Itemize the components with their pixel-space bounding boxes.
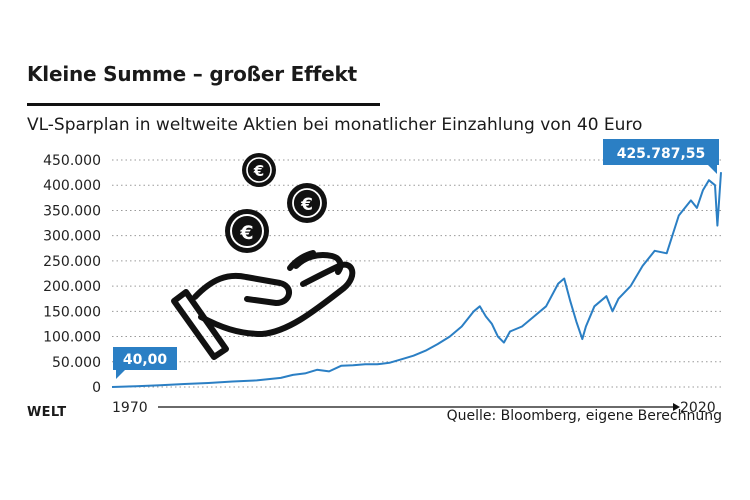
coin-symbol: € bbox=[300, 195, 313, 215]
y-tick-label: 50.000 bbox=[52, 355, 101, 371]
euro-coin-icon: € bbox=[242, 153, 276, 187]
start-value-text: 40,00 bbox=[123, 352, 168, 368]
title-underline bbox=[27, 103, 380, 106]
y-tick-label: 450.000 bbox=[43, 153, 101, 169]
end-value-label: 425.787,55 bbox=[603, 139, 719, 174]
y-tick-label: 300.000 bbox=[43, 229, 101, 245]
y-axis-tick-labels: 0 50.000 100.000 150.000 200.000 250.000 300.0… bbox=[43, 153, 101, 396]
chart-subtitle: VL-Sparplan in weltweite Aktien bei mona… bbox=[27, 115, 643, 135]
coin-symbol: € bbox=[253, 162, 264, 180]
y-tick-label: 100.000 bbox=[43, 330, 101, 346]
x-tick-label-end: 2020 bbox=[680, 400, 716, 416]
time-arrow-head bbox=[673, 403, 680, 411]
euro-coin-icon: € bbox=[287, 183, 327, 223]
chart-title: Kleine Summe – großer Effekt bbox=[27, 62, 357, 86]
y-tick-label: 150.000 bbox=[43, 304, 101, 320]
y-tick-label: 250.000 bbox=[43, 254, 101, 270]
grid-lines bbox=[112, 159, 721, 388]
series-line-layer bbox=[111, 172, 722, 388]
y-tick-label: 400.000 bbox=[43, 178, 101, 194]
end-value-text: 425.787,55 bbox=[617, 146, 706, 162]
coin-symbol: € bbox=[239, 222, 253, 244]
y-tick-label: 200.000 bbox=[43, 279, 101, 295]
hand-icon bbox=[171, 250, 356, 360]
euro-coin-icon: € bbox=[225, 209, 269, 253]
x-tick-label-start: 1970 bbox=[112, 400, 148, 416]
y-tick-label: 350.000 bbox=[43, 203, 101, 219]
brand-logo: WELT bbox=[27, 405, 67, 420]
source-note: Quelle: Bloomberg, eigene Berechnung bbox=[446, 408, 722, 424]
y-tick-label: 0 bbox=[92, 380, 101, 396]
series-line bbox=[111, 172, 722, 388]
start-value-label: 40,00 bbox=[113, 347, 177, 379]
